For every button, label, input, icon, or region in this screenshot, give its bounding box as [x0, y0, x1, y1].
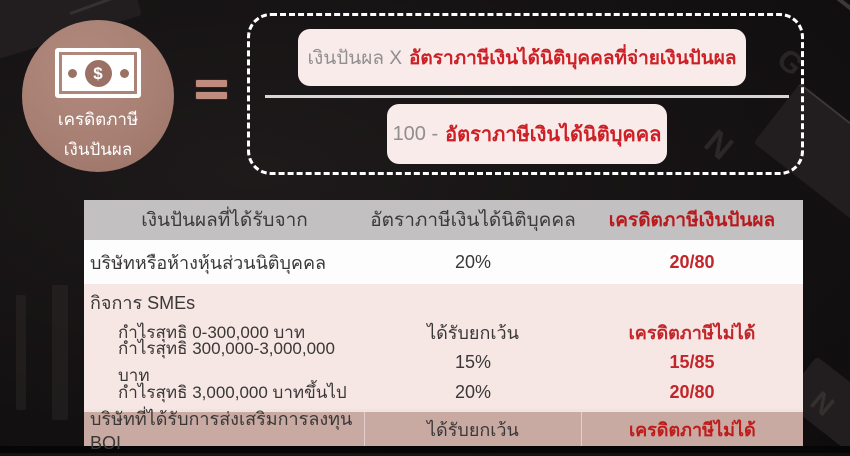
table-header-row: เงินปันผลที่ได้รับจาก อัตราภาษีเงินได้นิ… [84, 200, 803, 240]
header-source: เงินปันผลที่ได้รับจาก [141, 210, 308, 231]
cell-boi-credit: เครดิตภาษีไม่ได้ [628, 419, 756, 440]
cell-boi-name: บริษัทที่ได้รับการส่งเสริมการลงทุน BOI [90, 409, 353, 453]
badge-label-line2: เงินปันผล [63, 139, 133, 159]
table-row-boi: บริษัทที่ได้รับการส่งเสริมการลงทุน BOI ไ… [84, 409, 803, 453]
equals-icon [195, 79, 228, 103]
banknote-dot [119, 68, 129, 78]
cell-smes3-name: กำไรสุทธิ 3,000,000 บาทขึ้นไป [118, 382, 347, 402]
cell-smes3-credit: 20/80 [669, 381, 715, 402]
cell-boi-credit-wrap: เครดิตภาษีไม่ได้ [580, 412, 803, 446]
cell-smes2-name: กำไรสุทธิ 300,000-3,000,000 บาท [118, 339, 335, 385]
equals-bar-bottom [195, 91, 228, 100]
badge-label-line1: เครดิตภาษี [57, 110, 139, 129]
background-shape [16, 295, 26, 410]
cell-company-rate: 20% [454, 251, 492, 272]
denominator-highlight: อัตราภาษีเงินได้นิติบุคคล [445, 124, 662, 146]
light-streak [809, 0, 850, 33]
dividend-table: เงินปันผลที่ได้รับจาก อัตราภาษีเงินได้นิ… [84, 200, 803, 453]
table-row-smes-2: กำไรสุทธิ 300,000-3,000,000 บาท 15% 15/8… [84, 339, 803, 385]
numerator-highlight: อัตราภาษีเงินได้นิติบุคคลที่จ่ายเงินปันผ… [409, 47, 737, 69]
table-section-smes: กิจการ SMEs กำไรสุทธิ 0-300,000 บาท ได้ร… [84, 284, 803, 409]
formula-box: เงินปันผล X อัตราภาษีเงินได้นิติบุคคลที่… [247, 13, 804, 175]
banknote-dot [67, 68, 77, 78]
cell-smes3-rate: 20% [454, 381, 492, 402]
cell-smes1-credit: เครดิตภาษีไม่ได้ [628, 322, 756, 343]
banknote-icon: $ [55, 48, 141, 98]
equals-bar-top [195, 79, 228, 88]
dividend-tax-credit-badge: $ เครดิตภาษี เงินปันผล [22, 20, 174, 172]
fraction-bar [265, 95, 789, 98]
cell-smes1-name: กำไรสุทธิ 0-300,000 บาท [118, 322, 306, 342]
cell-boi-rate: ได้รับยกเว้น [364, 412, 580, 446]
background-shape [52, 285, 68, 420]
table-row-smes-3: กำไรสุทธิ 3,000,000 บาทขึ้นไป 20% 20/80 [84, 377, 803, 407]
header-rate: อัตราภาษีเงินได้นิติบุคคล [370, 210, 576, 231]
formula-denominator-pill: 100 - อัตราภาษีเงินได้นิติบุคคล [387, 104, 667, 164]
dollar-sign: $ [93, 63, 103, 83]
cell-smes2-rate: 15% [454, 351, 492, 372]
numerator-prefix: เงินปันผล X [307, 47, 403, 69]
banknote-inner: $ [62, 55, 134, 91]
table-row-company: บริษัทหรือห้างหุ้นส่วนนิติบุคคล 20% 20/8… [84, 240, 803, 284]
formula-numerator-pill: เงินปันผล X อัตราภาษีเงินได้นิติบุคคลที่… [298, 29, 746, 86]
dollar-circle-icon: $ [84, 59, 112, 87]
cell-company-credit: 20/80 [669, 251, 715, 272]
smes-group-label: กิจการ SMEs [90, 293, 196, 313]
cell-smes1-rate: ได้รับยกเว้น [427, 322, 519, 343]
denominator-prefix: 100 - [392, 122, 439, 145]
header-credit: เครดิตภาษีเงินปันผล [608, 210, 776, 231]
table-row-smes-1: กำไรสุทธิ 0-300,000 บาท ได้รับยกเว้น เคร… [84, 317, 803, 347]
cell-company-name: บริษัทหรือห้างหุ้นส่วนนิติบุคคล [90, 252, 327, 273]
bottom-edge-bar [0, 446, 850, 453]
cell-smes2-credit: 15/85 [669, 351, 715, 372]
